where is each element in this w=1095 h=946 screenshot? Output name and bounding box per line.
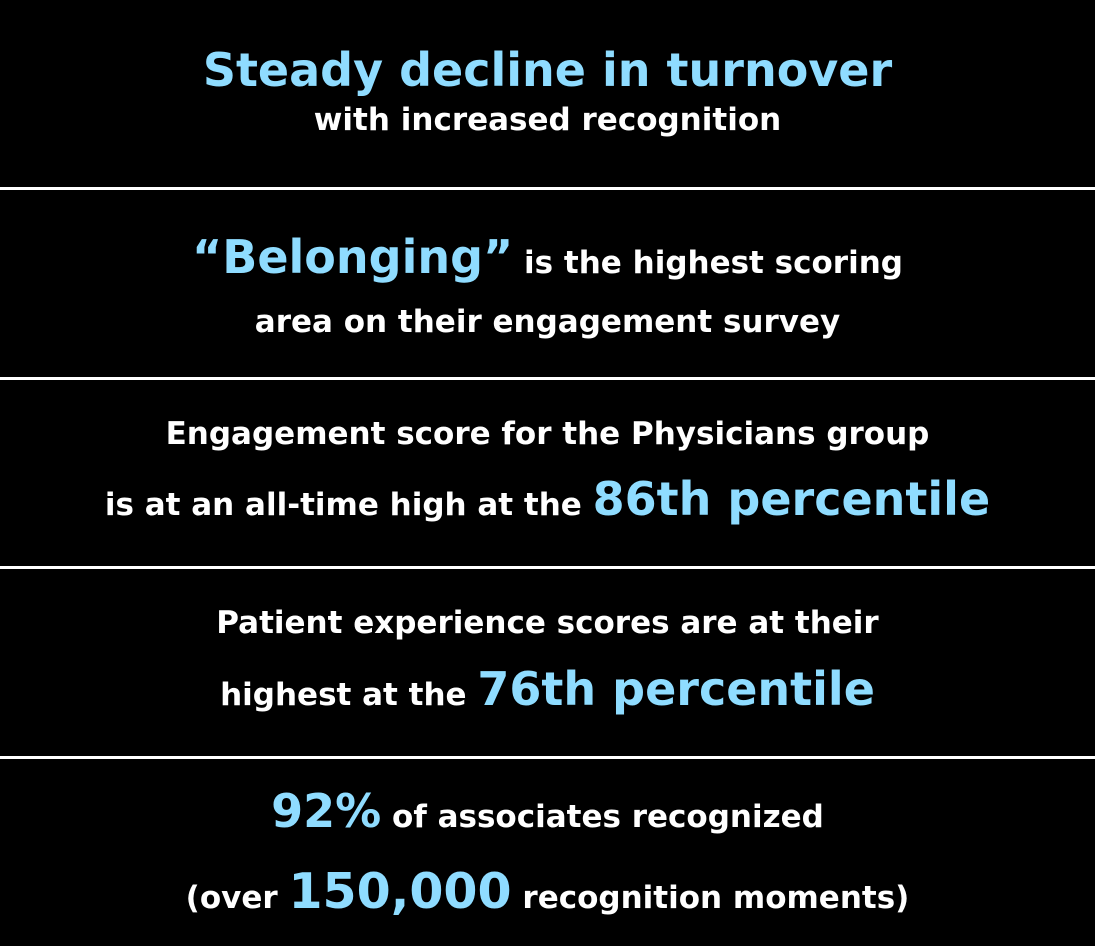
belonging-highlight: “Belonging” [192,229,514,284]
turnover-panel: Steady decline in turnover with increase… [0,0,1095,187]
associates-line-2: (over 150,000 recognition moments) [186,850,910,933]
patient-percentile-highlight: 76th percentile [477,662,875,717]
associates-percent-highlight: 92% [271,783,382,838]
patient-line-2: highest at the 76th percentile [220,650,875,728]
belonging-line-2: area on their engagement survey [254,303,841,340]
physicians-line-2: is at an all-time high at the 86th perce… [105,460,990,538]
patient-experience-panel: Patient experience scores are at their h… [0,569,1095,757]
belonging-line-1: “Belonging” is the highest scoring [192,218,903,296]
patient-line-2-text: highest at the [220,677,478,714]
associates-line-1-text: of associates recognized [381,798,824,835]
associates-line-2-lead: (over [185,880,289,917]
patient-line-1: Patient experience scores are at their [216,605,879,642]
turnover-headline: Steady decline in turnover [202,42,893,97]
belonging-panel: “Belonging” is the highest scoring area … [0,189,1095,377]
associates-line-1: 92% of associates recognized [271,772,824,850]
associates-recognized-panel: 92% of associates recognized (over 150,0… [0,759,1095,946]
physicians-line-2-text: is at an all-time high at the [104,487,593,524]
physicians-line-1: Engagement score for the Physicians grou… [165,415,930,452]
associates-line-2-rest: recognition moments) [511,880,910,917]
belonging-line-1-text: is the highest scoring [513,244,903,281]
recognition-count-highlight: 150,000 [288,863,512,921]
physicians-engagement-panel: Engagement score for the Physicians grou… [0,379,1095,567]
turnover-subline: with increased recognition [313,101,782,138]
physicians-percentile-highlight: 86th percentile [592,472,991,527]
